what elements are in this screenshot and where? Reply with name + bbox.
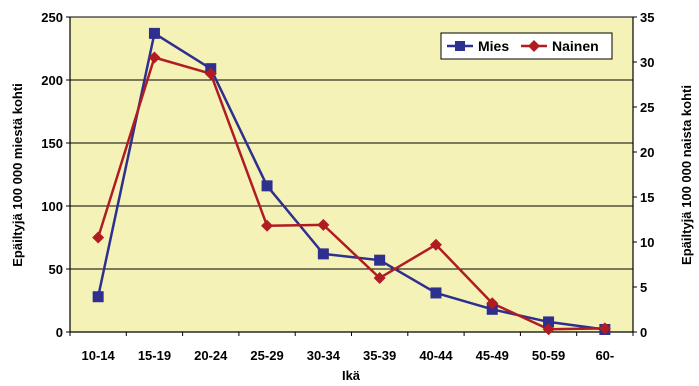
x-tick-label: 25-29 <box>250 348 283 363</box>
left-y-tick-label: 50 <box>49 262 63 277</box>
data-point-mies <box>430 287 442 299</box>
series-line-nainen <box>96 56 605 331</box>
data-point-mies <box>374 254 386 266</box>
x-axis-title: Ikä <box>342 368 361 383</box>
x-tick-label: 10-14 <box>82 348 116 363</box>
data-point-mies <box>486 303 498 315</box>
data-point-nainen <box>204 67 217 80</box>
left-y-tick-label: 0 <box>56 325 63 340</box>
data-point-nainen <box>317 218 330 231</box>
right-y-tick-label: 0 <box>640 325 647 340</box>
data-point-nainen <box>486 297 499 310</box>
data-point-nainen <box>373 272 386 284</box>
x-tick-label: 60- <box>595 348 614 363</box>
data-point-nainen <box>148 51 161 64</box>
x-tick-label: 35-39 <box>363 348 396 363</box>
data-point-nainen <box>429 238 442 251</box>
x-tick-label: 45-49 <box>476 348 509 363</box>
right-y-tick-label: 5 <box>640 280 647 295</box>
data-point-mies <box>261 180 273 192</box>
series-lines <box>96 32 606 331</box>
data-point-nainen <box>92 231 105 244</box>
x-tick-label: 50-59 <box>532 348 565 363</box>
x-tick-labels: 10-14 15-19 20-24 25-29 30-34 35-39 40-44 45-49… <box>82 348 615 363</box>
x-tick-label: 30-34 <box>307 348 341 363</box>
x-tick-label: 20-24 <box>194 348 228 363</box>
data-point-nainen <box>261 219 274 232</box>
right-y-tick-label: 25 <box>640 100 654 115</box>
x-tick-label: 15-19 <box>138 348 171 363</box>
data-point-mies <box>148 27 160 39</box>
legend-marker-mies <box>455 41 465 51</box>
right-y-tick-label: 35 <box>640 10 654 25</box>
x-tick-label: 40-44 <box>419 348 453 363</box>
right-y-tick-label: 30 <box>640 55 654 70</box>
left-y-axis-title: Epäiltyjä 100 000 miestä kohti <box>10 83 25 267</box>
data-point-mies <box>543 316 555 328</box>
data-point-nainen <box>542 323 555 336</box>
left-y-tick-label: 250 <box>41 10 63 25</box>
legend: Mies Nainen <box>440 32 613 60</box>
series-markers <box>92 27 611 336</box>
data-point-nainen <box>598 322 611 335</box>
legend-label-mies: Mies <box>478 38 509 54</box>
left-y-tick-label: 100 <box>41 199 63 214</box>
grid-lines <box>70 16 633 270</box>
right-y-tick-label: 10 <box>640 235 654 250</box>
legend-marker-nainen <box>528 40 540 52</box>
plot-area <box>70 17 633 332</box>
data-point-mies <box>92 291 104 303</box>
data-point-mies <box>317 248 329 260</box>
legend-label-nainen: Nainen <box>552 38 599 54</box>
right-y-axis-title: Epäiltyjä 100 000 naista kohti <box>679 85 694 265</box>
left-y-tick-labels: 0 50 100 150 200 250 <box>41 10 63 340</box>
left-y-tick-label: 200 <box>41 73 63 88</box>
right-y-tick-label: 15 <box>640 190 654 205</box>
right-y-tick-label: 20 <box>640 145 654 160</box>
right-y-tick-labels: 0 5 10 15 20 25 30 35 <box>640 10 654 340</box>
left-y-tick-label: 150 <box>41 136 63 151</box>
axes <box>66 16 637 336</box>
